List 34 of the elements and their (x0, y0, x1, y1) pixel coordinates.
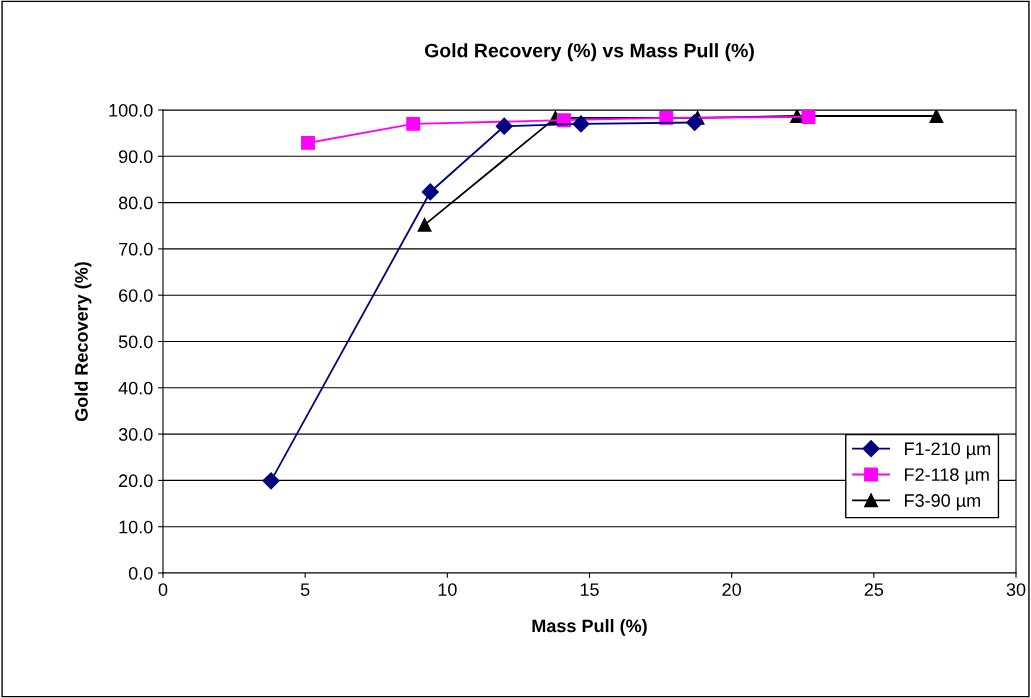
point (417, 217, 432, 232)
chart-title: Gold Recovery (%) vs Mass Pull (%) (424, 43, 754, 62)
point (572, 115, 590, 133)
y-tick-label: 0.0 (128, 566, 153, 580)
y-tick-label: 70.0 (119, 242, 153, 256)
x-tick-label: 20 (722, 583, 741, 596)
x-tick-label: 30 (1006, 583, 1026, 596)
x-tick-label: 25 (864, 583, 884, 596)
x-axis-title: Mass Pull (%) (532, 619, 647, 636)
y-tick-label: 100.0 (109, 103, 153, 117)
x-tick-label: 5 (300, 583, 310, 596)
y-tick-label: 10.0 (119, 520, 153, 534)
point (495, 117, 513, 135)
point (686, 113, 704, 132)
y-tick-label: 90.0 (118, 150, 153, 164)
point (929, 110, 944, 123)
y-tick-label: 60.0 (119, 289, 153, 302)
x-tick-label: 15 (580, 583, 599, 596)
x-tick-label: 10 (438, 583, 457, 596)
y-axis-title: Gold Recovery (%) (74, 262, 92, 422)
point (801, 110, 816, 124)
point (421, 183, 439, 201)
point (301, 135, 315, 150)
y-tick-label: 80.0 (118, 196, 153, 210)
point (406, 116, 421, 131)
point (262, 472, 280, 490)
y-tick-label: 30.0 (118, 428, 153, 441)
y-tick-label: 20.0 (119, 474, 153, 488)
y-tick-label: 40.0 (118, 381, 153, 395)
legend-label: F1-210 µm (905, 442, 991, 459)
y-tick-label: 50.0 (118, 335, 153, 349)
x-tick-label: 0 (158, 583, 168, 596)
legend-label: F2-118 µm (905, 468, 989, 485)
legend-label: F3-90 µm (905, 494, 980, 511)
